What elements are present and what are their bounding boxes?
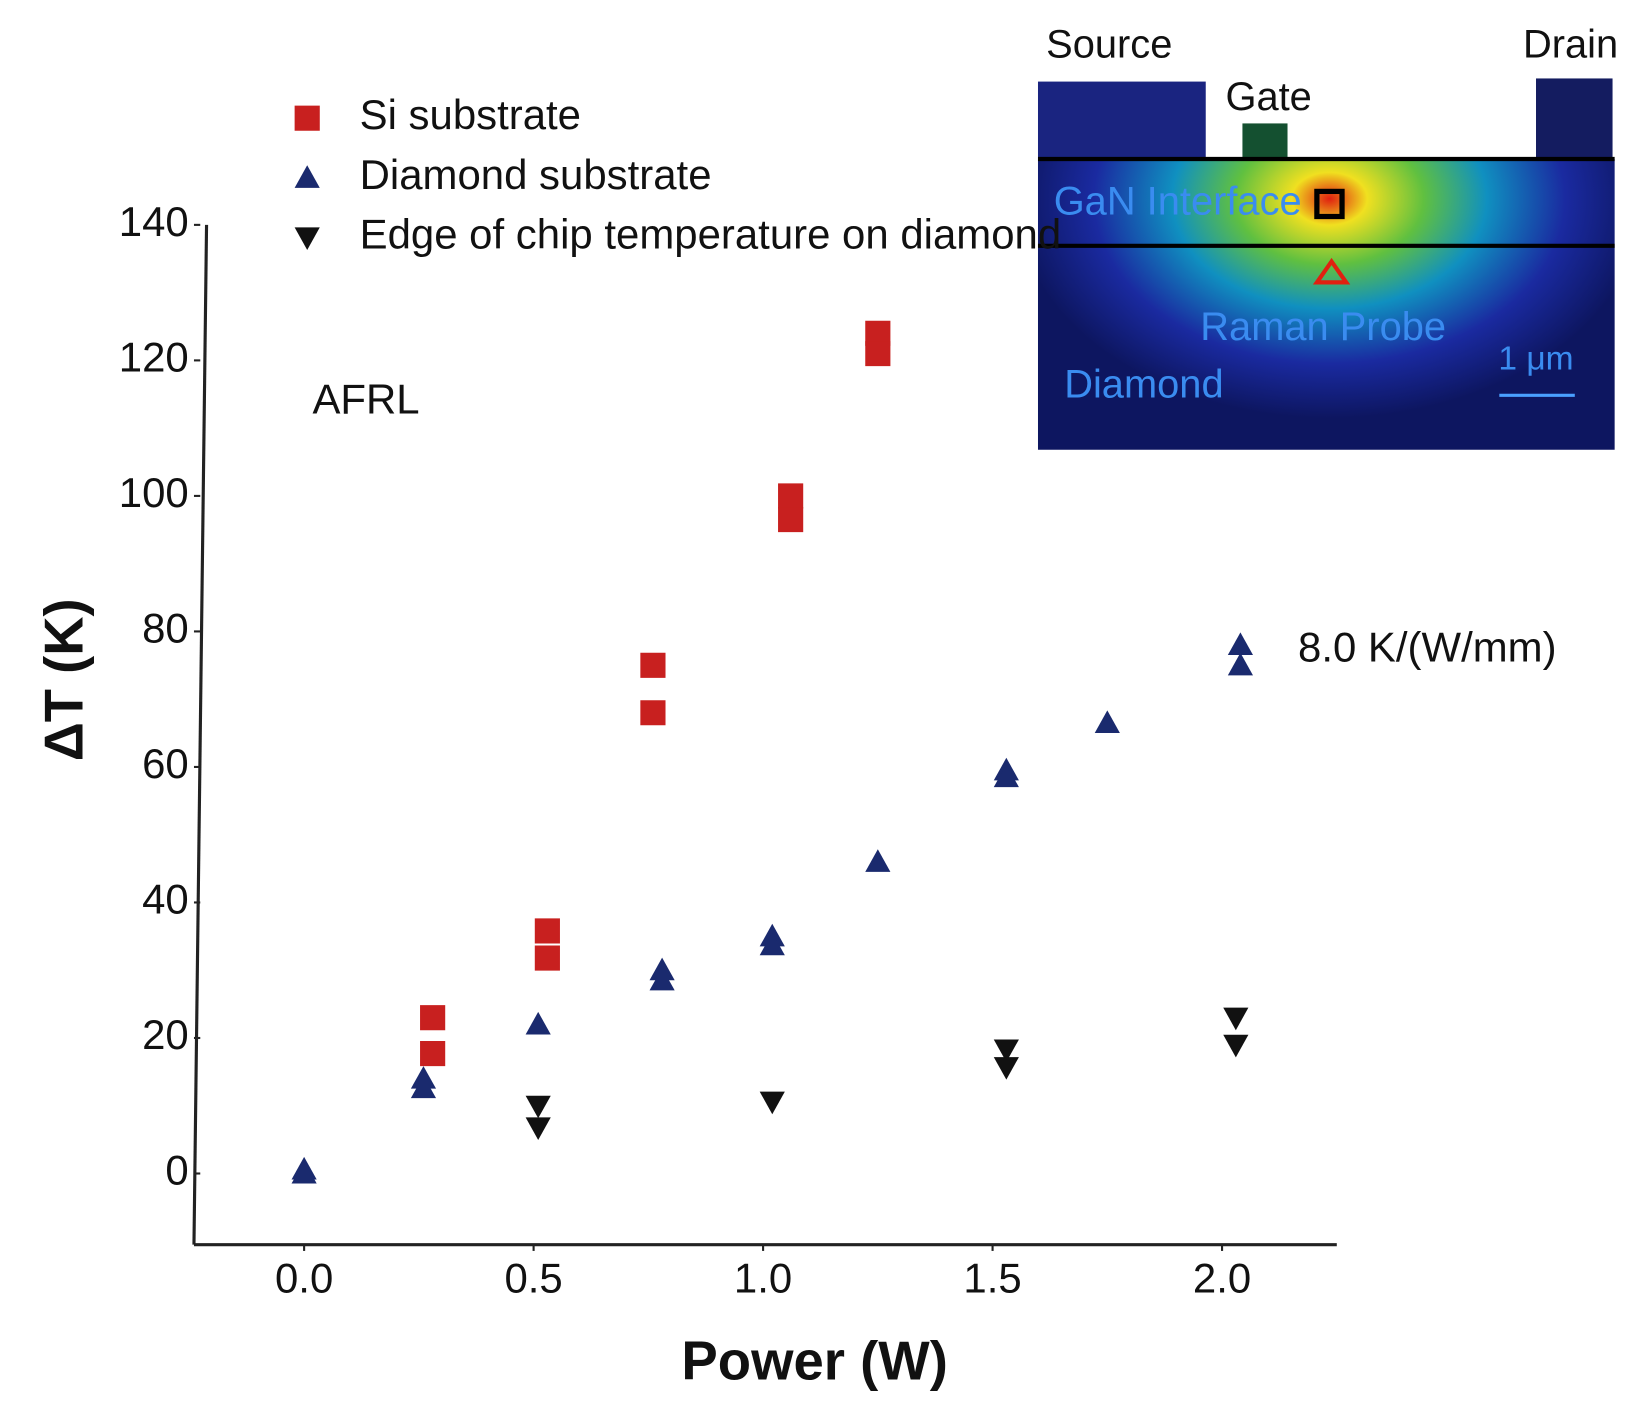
point [993, 764, 1019, 788]
point [1227, 652, 1253, 676]
point [759, 932, 785, 956]
gate-contact [1242, 123, 1288, 159]
y-tick-label: 60 [142, 740, 189, 787]
x-tick-label: 1.5 [963, 1254, 1021, 1301]
y-axis-label: ΔT (K) [33, 598, 94, 761]
y-tick-label: 20 [142, 1011, 189, 1058]
point [525, 1011, 551, 1035]
y-tick-label: 80 [142, 605, 189, 652]
y-tick-label: 0 [165, 1147, 188, 1194]
inset-label: 1 μm [1498, 341, 1573, 378]
point [525, 1117, 551, 1140]
legend-label: Si substrate [360, 91, 581, 138]
y-tick-label: 140 [119, 198, 189, 245]
point [291, 1160, 317, 1184]
point [1223, 1007, 1249, 1031]
y-axis [192, 224, 209, 1245]
point [640, 700, 666, 726]
legend-marker [294, 165, 320, 188]
inset-label: Raman Probe [1200, 305, 1446, 349]
point [993, 1039, 1019, 1063]
point [993, 1057, 1019, 1080]
inset-label: Source [1046, 23, 1172, 67]
inset-label: Gate [1225, 75, 1311, 119]
point [778, 483, 804, 509]
x-tick-label: 0.0 [275, 1254, 333, 1301]
point [649, 967, 675, 991]
probe-marker [1312, 257, 1351, 285]
point [534, 945, 560, 971]
inset: Source Gate Drain GaN Interface Raman Pr… [1037, 23, 1618, 450]
inset-heatmap [1037, 158, 1615, 450]
legend-label: Edge of chip temperature on diamond [360, 211, 1062, 258]
annotation: AFRL [312, 376, 419, 423]
point [778, 507, 804, 533]
point [1094, 710, 1120, 733]
point [420, 1041, 446, 1067]
x-tick-label: 0.5 [504, 1254, 562, 1301]
point [525, 1095, 551, 1119]
legend-label: Diamond substrate [360, 151, 712, 198]
inset-label: Drain [1523, 23, 1618, 67]
x-axis-label: Power (W) [681, 1330, 947, 1391]
point [640, 652, 666, 678]
inset-label: Diamond [1064, 363, 1223, 407]
annotation: 8.0 K/(W/mm) [1298, 624, 1557, 671]
point [410, 1075, 437, 1099]
x-tick-label: 1.0 [734, 1254, 792, 1301]
point [865, 320, 891, 346]
point [865, 341, 891, 367]
y-tick-label: 120 [119, 333, 189, 380]
x-tick-label: 2.0 [1193, 1254, 1251, 1301]
source-contact [1037, 81, 1206, 159]
inset-label: GaN Interface [1054, 180, 1302, 224]
legend-marker [294, 105, 320, 131]
point [865, 849, 891, 872]
y-tick-label: 40 [142, 876, 189, 923]
point [420, 1005, 446, 1031]
point [534, 918, 560, 944]
probe-marker [1314, 188, 1345, 220]
point [1223, 1034, 1249, 1058]
drain-contact [1536, 78, 1613, 159]
legend-marker [294, 227, 320, 250]
point [759, 1091, 785, 1115]
y-tick-label: 100 [119, 469, 189, 516]
point [1227, 632, 1253, 656]
